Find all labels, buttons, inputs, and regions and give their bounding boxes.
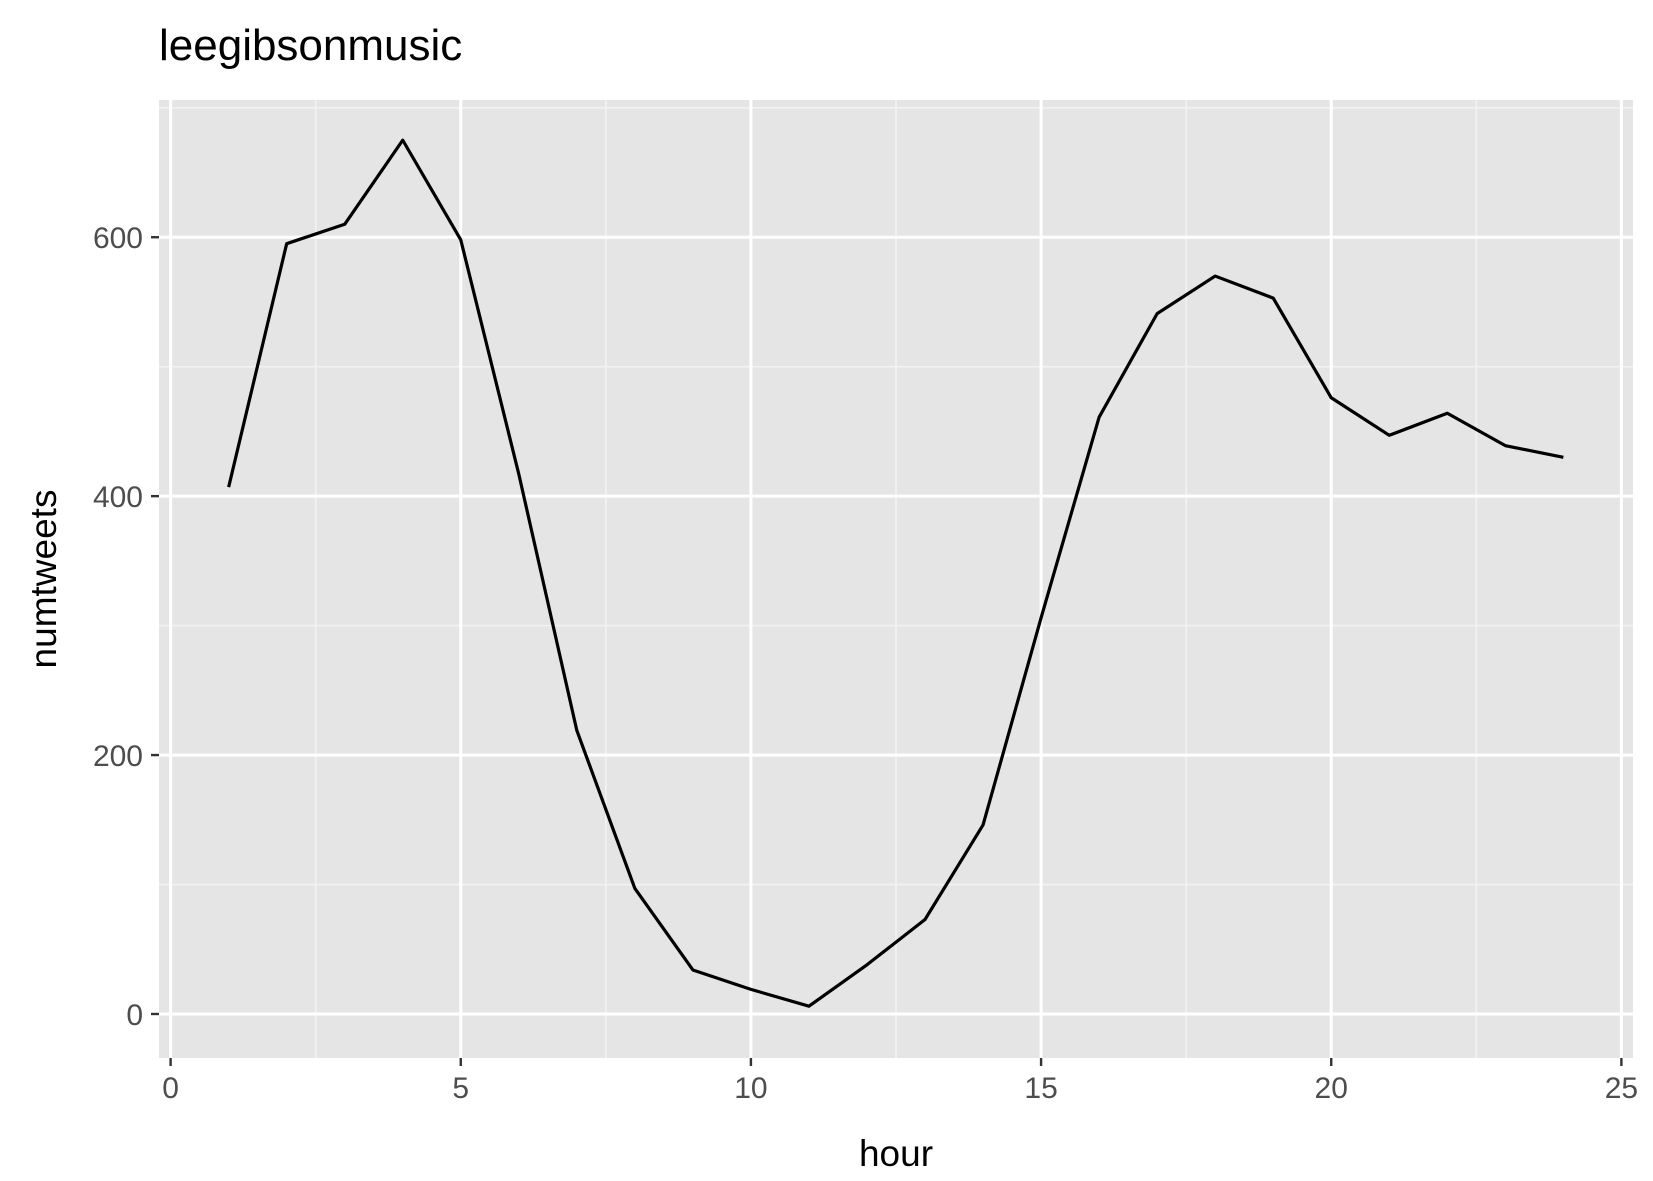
- series-layer: [227, 138, 1564, 1008]
- x-tick-label: 5: [452, 1072, 469, 1105]
- y-tick-label: 200: [93, 740, 143, 773]
- x-axis-title: hour: [859, 1133, 933, 1174]
- x-tick-label: 20: [1315, 1072, 1348, 1105]
- y-tick-label: 400: [93, 481, 143, 514]
- axis-ticks: 0 5 10 15 20 25 0 200 400 600: [93, 222, 1638, 1105]
- minor-gridlines: [159, 100, 1633, 1058]
- x-tick-label: 0: [162, 1072, 179, 1105]
- major-gridlines: [159, 100, 1633, 1058]
- x-tick-label: 10: [734, 1072, 767, 1105]
- y-tick-label: 600: [93, 222, 143, 255]
- x-tick-label: 15: [1024, 1072, 1057, 1105]
- y-tick-label: 0: [126, 999, 143, 1032]
- y-axis-title: numtweets: [23, 490, 64, 669]
- series-line: [227, 138, 1564, 1008]
- x-tick-label: 25: [1605, 1072, 1638, 1105]
- chart-title: leegibsonmusic: [159, 21, 462, 70]
